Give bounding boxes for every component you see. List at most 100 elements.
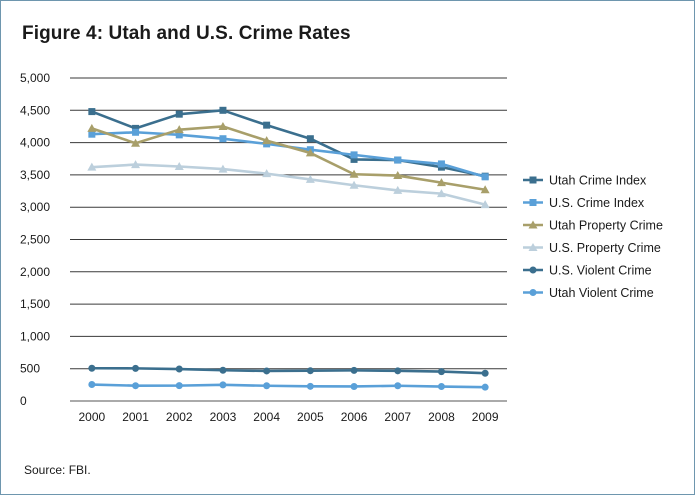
- legend-marker: [529, 289, 537, 296]
- data-point: [350, 151, 358, 159]
- data-point: [219, 381, 227, 389]
- data-point: [219, 366, 227, 374]
- data-point: [393, 171, 403, 180]
- legend-item[interactable]: U.S. Crime Index: [523, 196, 645, 210]
- series-utah-property-crime: [87, 121, 490, 194]
- legend-label: U.S. Property Crime: [549, 241, 661, 255]
- chart-title: Figure 4: Utah and U.S. Crime Rates: [22, 23, 351, 44]
- data-point: [305, 148, 315, 157]
- data-point: [219, 135, 227, 143]
- data-point: [436, 178, 446, 187]
- legend-label: U.S. Crime Index: [549, 196, 645, 210]
- y-tick-label: 4,000: [20, 136, 50, 150]
- legend-item[interactable]: U.S. Property Crime: [523, 241, 661, 255]
- y-axis-ticks: 0 500 1,000 1,500 2,000 2,500 3,000 3,500 4,000 4…: [20, 71, 50, 408]
- legend-item[interactable]: Utah Violent Crime: [523, 286, 654, 300]
- y-tick-label: 1,000: [20, 329, 50, 343]
- legend-label: Utah Crime Index: [549, 174, 647, 188]
- data-point: [132, 124, 140, 132]
- data-point: [437, 383, 445, 391]
- x-tick-label: 2003: [210, 410, 237, 424]
- data-point: [394, 382, 402, 390]
- series-u-s-crime-index: [88, 128, 489, 181]
- y-tick-label: 3,000: [20, 200, 50, 214]
- data-point: [87, 162, 97, 171]
- x-axis-ticks: 2000 2001 2002 2003 2004 2005 2006 2007 2008 2009: [78, 410, 498, 424]
- data-point: [175, 382, 183, 390]
- legend[interactable]: Utah Crime Index U.S. Crime Index Utah Pro…: [523, 174, 663, 301]
- data-point: [88, 108, 96, 116]
- data-point: [131, 138, 141, 147]
- data-point: [350, 366, 358, 374]
- series-line: [91, 125, 486, 192]
- chart-source: Source: FBI.: [24, 463, 91, 477]
- data-point: [218, 121, 228, 130]
- data-point: [88, 130, 96, 138]
- data-point: [131, 160, 141, 169]
- data-point: [306, 367, 314, 375]
- x-tick-label: 2006: [341, 410, 368, 424]
- data-point: [263, 121, 271, 129]
- data-point: [350, 382, 358, 390]
- legend-marker: [529, 266, 537, 274]
- data-point: [437, 368, 445, 376]
- series-utah-crime-index: [88, 106, 489, 180]
- data-point: [175, 110, 183, 118]
- data-point: [350, 155, 358, 163]
- data-point: [394, 156, 402, 164]
- x-tick-label: 2009: [472, 410, 499, 424]
- data-point: [88, 364, 96, 372]
- y-tick-label: 3,500: [20, 168, 50, 182]
- data-point: [174, 162, 184, 171]
- data-point: [394, 367, 402, 375]
- data-point: [306, 135, 314, 143]
- y-tick-label: 2,000: [20, 265, 50, 279]
- x-tick-label: 2008: [428, 410, 455, 424]
- data-point: [481, 383, 489, 391]
- data-point: [175, 131, 183, 139]
- x-tick-label: 2007: [384, 410, 411, 424]
- series-group: [87, 106, 490, 391]
- data-point: [174, 125, 184, 134]
- grid-lines: [70, 77, 507, 402]
- y-tick-label: 2,500: [20, 233, 50, 247]
- data-point: [436, 189, 446, 198]
- data-point: [480, 185, 490, 194]
- data-point: [263, 382, 271, 390]
- data-point: [481, 369, 489, 377]
- legend-label: U.S. Violent Crime: [549, 264, 652, 278]
- data-point: [349, 180, 359, 189]
- legend-marker: [529, 176, 537, 184]
- x-tick-label: 2001: [122, 410, 149, 424]
- series-u-s-property-crime: [87, 160, 490, 209]
- x-tick-label: 2004: [253, 410, 280, 424]
- series-line: [91, 163, 486, 206]
- data-point: [219, 106, 227, 114]
- legend-label: Utah Violent Crime: [549, 286, 654, 300]
- legend-item[interactable]: Utah Property Crime: [523, 219, 663, 233]
- y-tick-label: 500: [20, 362, 40, 376]
- data-point: [305, 174, 315, 183]
- y-tick-label: 0: [20, 394, 27, 408]
- data-point: [480, 200, 490, 209]
- legend-marker: [528, 220, 538, 229]
- data-point: [263, 367, 271, 375]
- legend-marker: [528, 243, 538, 251]
- data-point: [132, 382, 140, 390]
- data-point: [218, 164, 228, 173]
- data-point: [306, 382, 314, 390]
- series-line: [91, 383, 486, 389]
- y-tick-label: 5,000: [20, 71, 50, 85]
- legend-item[interactable]: Utah Crime Index: [523, 174, 647, 188]
- series-utah-violent-crime: [88, 381, 489, 391]
- data-point: [349, 169, 359, 178]
- data-point: [437, 160, 445, 168]
- series-line: [91, 366, 486, 375]
- legend-item[interactable]: U.S. Violent Crime: [523, 264, 652, 278]
- data-point: [481, 173, 489, 181]
- data-point: [262, 169, 272, 178]
- y-tick-label: 1,500: [20, 297, 50, 311]
- x-tick-label: 2000: [78, 410, 105, 424]
